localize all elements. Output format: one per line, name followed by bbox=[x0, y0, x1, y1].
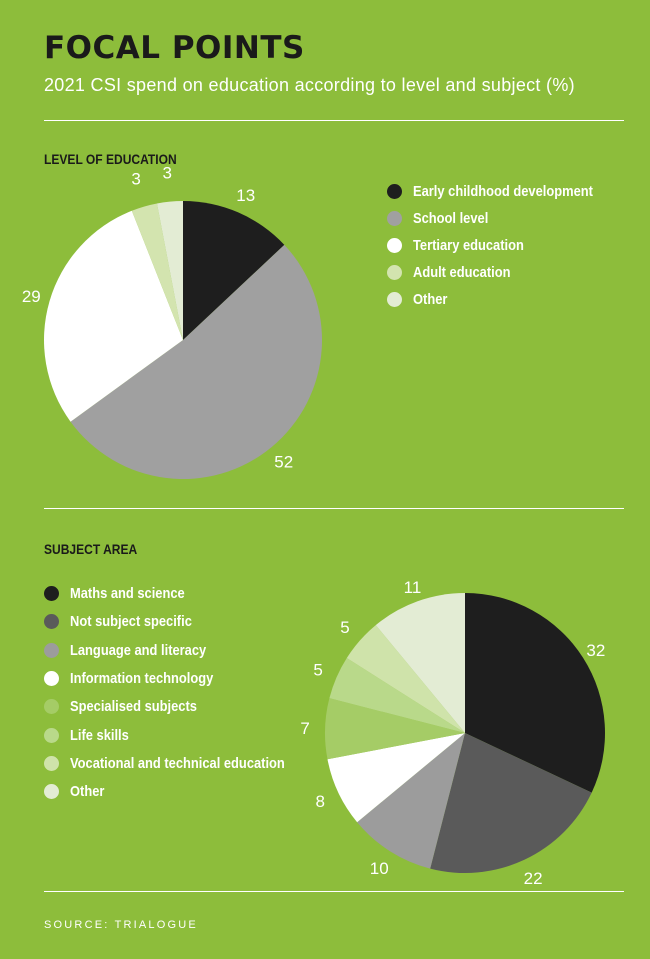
legend-swatch bbox=[44, 699, 59, 715]
data-label-other: 11 bbox=[404, 578, 422, 597]
legend-item-language-and-literacy: Language and literacy bbox=[44, 642, 228, 659]
data-label-adult-education: 3 bbox=[131, 170, 140, 189]
legend-swatch bbox=[44, 586, 59, 601]
legend-item-not-subject-specific: Not subject specific bbox=[44, 613, 212, 630]
pie-slice-not-subject-specific bbox=[430, 733, 592, 873]
page-title: FOCAL POINTS bbox=[44, 30, 305, 66]
pie-slice-information-technology bbox=[327, 733, 465, 823]
legend-swatch bbox=[44, 727, 59, 743]
pie-slice-specialised-subjects bbox=[325, 698, 465, 760]
legend-label: Tertiary education bbox=[413, 237, 524, 254]
legend-item-early-childhood-development: Early childhood development bbox=[387, 183, 622, 200]
divider bbox=[44, 891, 624, 892]
data-label-not-subject-specific: 22 bbox=[524, 869, 543, 888]
pie-slice-other bbox=[375, 593, 465, 733]
pie-slice-school-level bbox=[70, 244, 323, 479]
source-note: SOURCE: TRIALOGUE bbox=[44, 919, 198, 931]
pie-slice-early-childhood-development bbox=[183, 201, 285, 340]
legend-label: Adult education bbox=[413, 264, 511, 281]
legend-label: Other bbox=[413, 291, 448, 308]
data-label-early-childhood-development: 13 bbox=[236, 186, 255, 205]
pie-slice-maths-and-science bbox=[465, 593, 605, 793]
legend-swatch bbox=[44, 784, 59, 800]
legend-item-specialised-subjects: Specialised subjects bbox=[44, 698, 218, 715]
legend-label: Information technology bbox=[70, 669, 214, 687]
data-label-school-level: 52 bbox=[274, 453, 293, 472]
legend-swatch bbox=[387, 265, 402, 280]
legend-item-school-level: School level bbox=[387, 210, 501, 227]
data-label-information-technology: 8 bbox=[315, 792, 324, 811]
legend-item-other: Other bbox=[44, 783, 110, 800]
legend-item-information-technology: Information technology bbox=[44, 670, 237, 687]
legend-item-tertiary-education: Tertiary education bbox=[387, 237, 542, 254]
legend-label: Early childhood development bbox=[413, 183, 593, 200]
legend-label: Vocational and technical education bbox=[70, 754, 285, 772]
legend-label: Specialised subjects bbox=[70, 698, 197, 716]
data-label-specialised-subjects: 7 bbox=[300, 719, 309, 738]
divider bbox=[44, 508, 624, 509]
legend-item-life-skills: Life skills bbox=[44, 727, 138, 744]
pie-slice-other bbox=[156, 201, 183, 340]
data-label-tertiary-education: 29 bbox=[22, 287, 41, 306]
data-label-maths-and-science: 32 bbox=[586, 641, 605, 660]
legend-swatch bbox=[44, 642, 59, 658]
pie-slice-adult-education bbox=[131, 203, 183, 340]
legend-swatch bbox=[387, 211, 402, 226]
legend-label: Language and literacy bbox=[70, 641, 207, 659]
legend-label: Life skills bbox=[70, 726, 129, 744]
page-subtitle: 2021 CSI spend on education according to… bbox=[44, 75, 575, 95]
pie-slice-vocational-and-technical-education bbox=[346, 625, 465, 733]
data-label-other: 3 bbox=[162, 164, 171, 183]
pie-slice-tertiary-education bbox=[43, 210, 183, 422]
legend-swatch bbox=[387, 184, 402, 199]
legend-label: School level bbox=[413, 210, 489, 227]
legend-item-adult-education: Adult education bbox=[387, 264, 526, 281]
legend-label: Other bbox=[70, 783, 105, 801]
legend-label: Maths and science bbox=[70, 585, 185, 602]
legend-item-vocational-and-technical-education: Vocational and technical education bbox=[44, 755, 320, 772]
data-label-life-skills: 5 bbox=[313, 660, 322, 679]
divider bbox=[44, 120, 624, 121]
legend-swatch bbox=[387, 238, 402, 253]
legend-swatch bbox=[44, 670, 59, 686]
legend-swatch bbox=[44, 614, 59, 630]
pie-slice-life-skills bbox=[329, 657, 465, 733]
legend-swatch bbox=[387, 292, 402, 307]
legend-swatch bbox=[44, 755, 59, 771]
data-label-language-and-literacy: 10 bbox=[370, 859, 389, 878]
legend-label: Not subject specific bbox=[70, 613, 192, 631]
legend-item-maths-and-science: Maths and science bbox=[44, 585, 203, 602]
pie-slice-language-and-literacy bbox=[357, 733, 465, 869]
level-chart-title: LEVEL OF EDUCATION bbox=[44, 151, 177, 167]
subject-chart-title: SUBJECT AREA bbox=[44, 541, 138, 557]
data-label-vocational-and-technical-education: 5 bbox=[340, 618, 349, 637]
legend-item-other: Other bbox=[387, 291, 453, 308]
